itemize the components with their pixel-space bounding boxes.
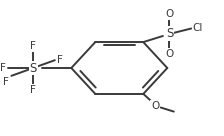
Text: F: F (3, 77, 9, 87)
Text: S: S (166, 27, 173, 40)
Text: O: O (165, 49, 174, 59)
Text: F: F (0, 63, 6, 73)
Text: Cl: Cl (192, 24, 203, 33)
Text: O: O (165, 9, 174, 19)
Text: F: F (57, 55, 63, 65)
Text: F: F (30, 41, 36, 51)
Text: O: O (151, 101, 159, 111)
Text: F: F (30, 85, 36, 95)
Text: S: S (29, 61, 37, 75)
